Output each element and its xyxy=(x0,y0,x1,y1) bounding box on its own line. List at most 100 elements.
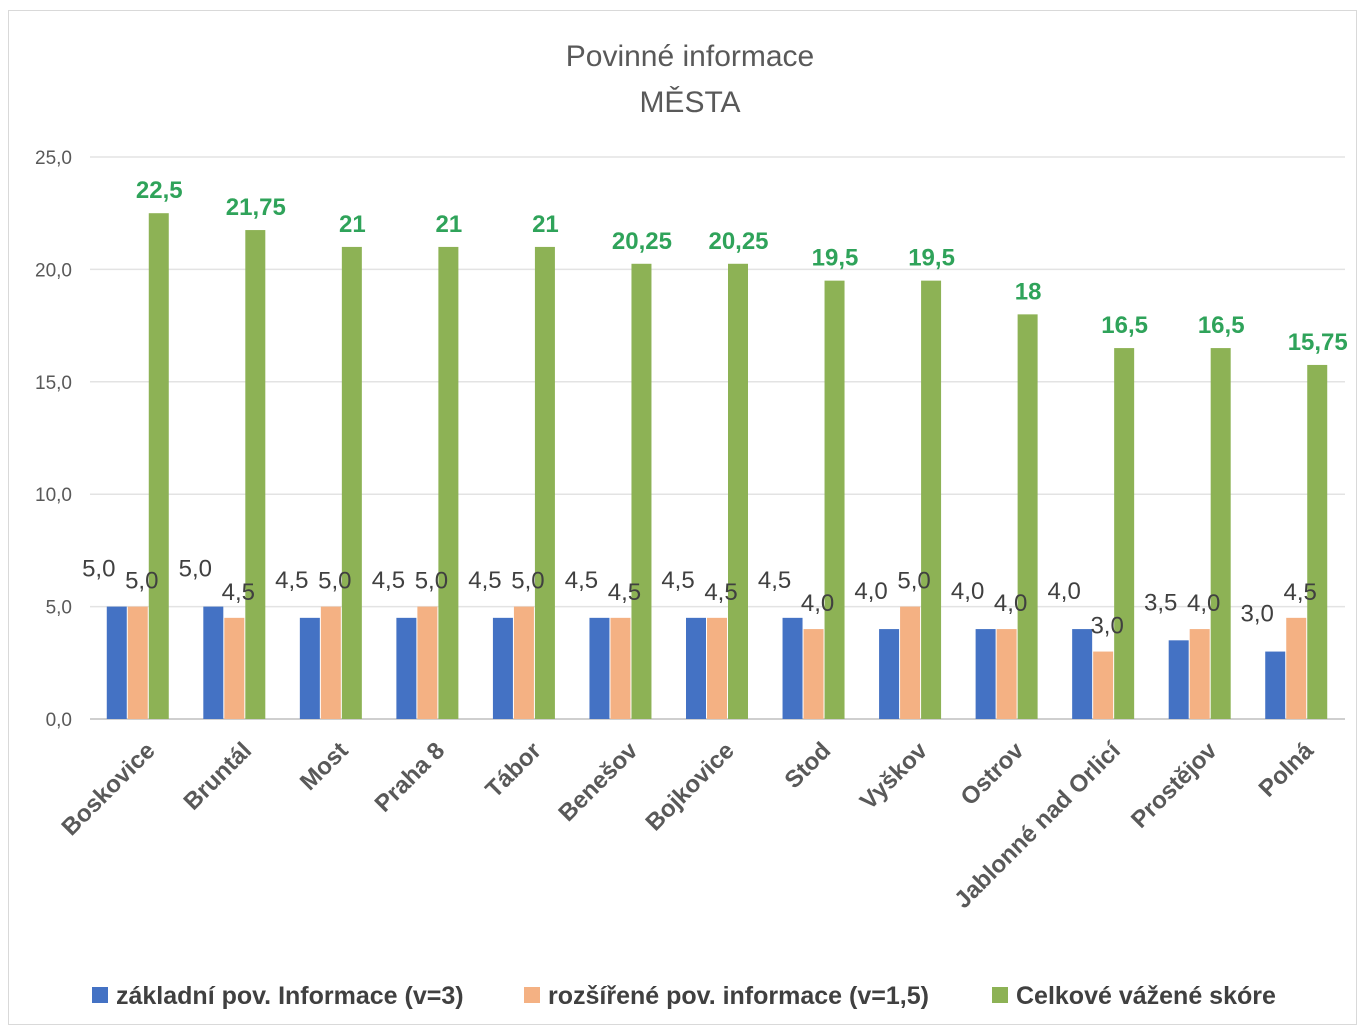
chart-subtitle: MĚSTA xyxy=(639,86,740,119)
y-tick-label: 0,0 xyxy=(46,710,72,731)
category-label: Bojkovice xyxy=(640,737,739,836)
basic-info-bar xyxy=(975,629,996,719)
basic-info-bar xyxy=(106,606,127,719)
weighted-score-bar xyxy=(534,246,555,720)
weighted-score-bar xyxy=(341,246,362,720)
grid xyxy=(90,156,1345,720)
category-label: Tábor xyxy=(480,737,546,803)
weighted-score-label: 16,5 xyxy=(1198,312,1245,339)
category-label: Ostrov xyxy=(956,737,1030,811)
extended-info-bar xyxy=(1286,617,1307,719)
extended-info-label: 5,0 xyxy=(415,568,448,595)
basic-info-bar xyxy=(879,629,900,719)
legend-weighted-score-label: Celkové vážené skóre xyxy=(1016,982,1276,1010)
extended-info-bar xyxy=(224,617,245,719)
y-tick-label: 20,0 xyxy=(35,260,72,281)
basic-info-bar xyxy=(203,606,224,719)
legend-basic-info-label: základní pov. Informace (v=3) xyxy=(116,982,464,1010)
extended-info-label: 4,0 xyxy=(1187,590,1220,617)
legend-weighted-score-swatch xyxy=(992,987,1008,1003)
weighted-score-label: 21 xyxy=(436,211,463,238)
extended-info-bar xyxy=(900,606,921,719)
category-label: Prostějov xyxy=(1126,737,1223,834)
category-label: Benešov xyxy=(553,737,643,827)
y-tick-label: 5,0 xyxy=(46,598,72,619)
chart-title: Povinné informace xyxy=(566,40,814,73)
legend: základní pov. Informace (v=3) rozšířené p… xyxy=(92,982,1276,1010)
category-label: Polná xyxy=(1254,737,1320,803)
basic-info-label: 4,0 xyxy=(1047,578,1080,605)
extended-info-label: 5,0 xyxy=(511,568,544,595)
extended-info-bar xyxy=(127,606,148,719)
basic-info-label: 3,0 xyxy=(1241,601,1274,628)
weighted-score-label: 16,5 xyxy=(1101,312,1148,339)
extended-info-bar xyxy=(996,629,1017,719)
legend-extended-info-label: rozšířené pov. informace (v=1,5) xyxy=(548,982,929,1010)
y-tick-label: 25,0 xyxy=(35,148,72,169)
y-tick-label: 15,0 xyxy=(35,373,72,394)
basic-info-label: 4,0 xyxy=(854,578,887,605)
basic-info-bar xyxy=(782,617,803,719)
y-axis-ticks: 0,0 5,0 10,0 15,0 20,0 25,0 xyxy=(35,148,72,731)
weighted-score-bar xyxy=(631,263,652,719)
extended-info-label: 5,0 xyxy=(318,568,351,595)
weighted-score-label: 21 xyxy=(339,211,366,238)
weighted-score-label: 22,5 xyxy=(136,177,183,204)
category-label: Jablonné nad Orlicí xyxy=(949,736,1127,914)
legend-basic-info-swatch xyxy=(92,987,108,1003)
basic-info-label: 4,5 xyxy=(758,567,791,594)
category-label: Vyškov xyxy=(855,737,933,815)
weighted-score-bar xyxy=(1307,364,1328,719)
basic-info-bar xyxy=(492,617,513,719)
basic-info-bar xyxy=(1072,629,1093,719)
extended-info-label: 4,0 xyxy=(801,590,834,617)
weighted-score-bar xyxy=(148,213,169,719)
weighted-score-bar xyxy=(921,280,942,719)
weighted-score-label: 18 xyxy=(1015,278,1042,305)
weighted-score-label: 19,5 xyxy=(908,245,955,272)
extended-info-bar xyxy=(707,617,727,719)
extended-info-bar xyxy=(513,606,534,719)
y-tick-label: 10,0 xyxy=(35,485,72,506)
weighted-score-bar xyxy=(245,230,266,719)
weighted-score-label: 19,5 xyxy=(812,245,859,272)
data-labels: 5,0 5,0 22,5 5,0 4,5 21,75 4,5 5,0 21 4,5 5,0 21 4,5… xyxy=(82,177,1348,639)
extended-info-bar xyxy=(320,606,341,719)
weighted-score-label: 21 xyxy=(532,211,559,238)
category-label: Praha 8 xyxy=(370,737,450,817)
extended-info-bar xyxy=(803,629,824,719)
weighted-score-bar xyxy=(824,280,845,719)
basic-info-bar xyxy=(1265,651,1286,719)
basic-info-label: 5,0 xyxy=(82,556,115,583)
category-label: Stod xyxy=(779,737,836,794)
extended-info-label: 4,5 xyxy=(704,579,737,606)
extended-info-bar xyxy=(417,606,438,719)
weighted-score-label: 15,75 xyxy=(1288,329,1348,356)
category-label: Bruntál xyxy=(179,737,257,815)
weighted-score-bar xyxy=(1114,348,1135,719)
extended-info-label: 3,0 xyxy=(1090,613,1123,640)
basic-info-label: 4,5 xyxy=(565,567,598,594)
extended-info-bar xyxy=(610,617,631,719)
bars xyxy=(106,213,1328,720)
weighted-score-bar xyxy=(1210,348,1231,719)
category-label: Most xyxy=(295,737,354,796)
basic-info-label: 4,5 xyxy=(468,567,501,594)
extended-info-label: 4,0 xyxy=(994,590,1027,617)
weighted-score-label: 21,75 xyxy=(226,194,286,221)
extended-info-label: 5,0 xyxy=(897,568,930,595)
weighted-score-label: 20,25 xyxy=(612,228,672,255)
basic-info-bar xyxy=(396,617,417,719)
basic-info-label: 4,5 xyxy=(275,567,308,594)
weighted-score-bar xyxy=(1017,314,1038,719)
extended-info-bar xyxy=(1093,651,1114,719)
extended-info-label: 4,5 xyxy=(222,579,255,606)
basic-info-bar xyxy=(686,617,706,719)
basic-info-label: 4,0 xyxy=(951,578,984,605)
weighted-score-bar xyxy=(728,263,748,719)
basic-info-label: 5,0 xyxy=(179,556,212,583)
x-axis-categories: Boskovice Bruntál Most Praha 8 Tábor BenešovB… xyxy=(57,736,1320,914)
category-label: Boskovice xyxy=(57,737,161,841)
legend-extended-info-swatch xyxy=(524,987,540,1003)
